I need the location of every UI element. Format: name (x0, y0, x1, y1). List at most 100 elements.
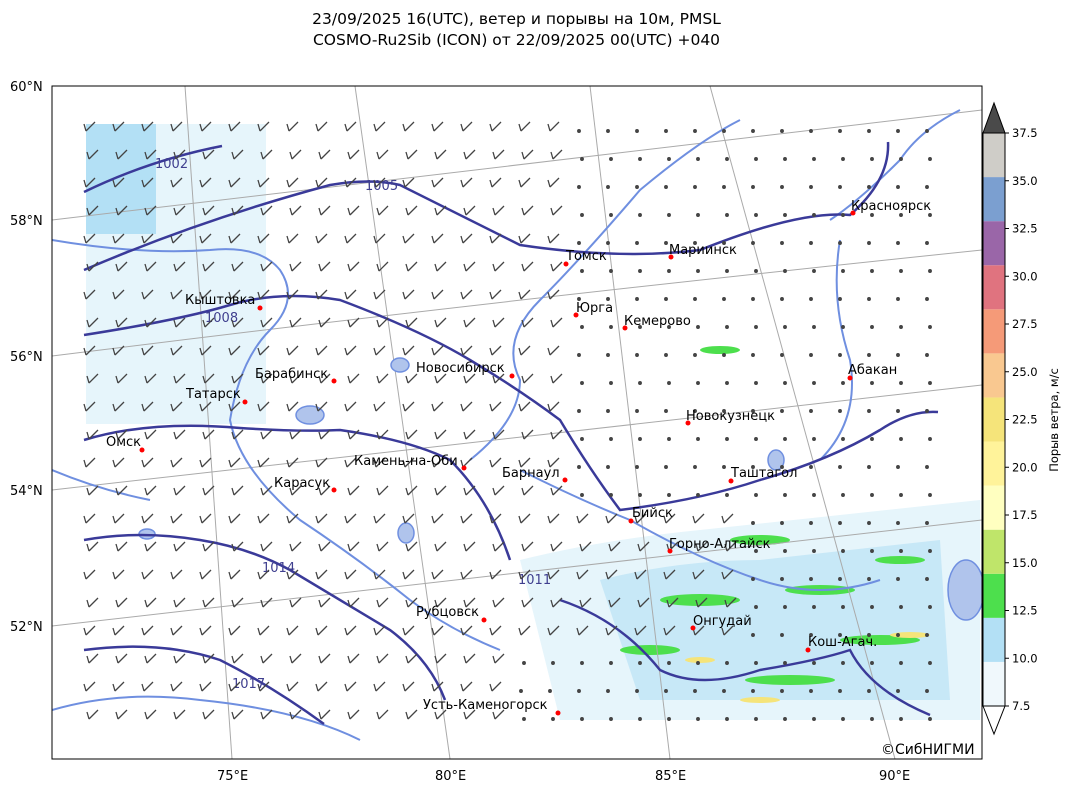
wind-barb (376, 317, 389, 328)
calm-wind-dot (606, 689, 610, 693)
colorbar-segment (983, 397, 1005, 442)
city-yurga: Юрга (576, 301, 613, 316)
wind-barb (286, 401, 299, 412)
calm-wind-dot (928, 213, 932, 217)
calm-wind-dot (841, 269, 845, 273)
wind-barb (199, 457, 212, 468)
calm-wind-dot (783, 213, 787, 217)
wind-barb (347, 317, 360, 328)
wind-barb (257, 233, 270, 244)
city-tomsk: Томск (565, 249, 607, 264)
wind-barb (289, 261, 302, 272)
wind-barb (376, 653, 389, 664)
wind-barb (402, 401, 415, 412)
calm-wind-dot (925, 129, 929, 133)
wind-barb (376, 205, 389, 216)
wind-barb (521, 149, 534, 160)
wind-barb (115, 709, 128, 720)
city-tatarsk: Татарск (185, 387, 241, 402)
calm-wind-dot (809, 353, 813, 357)
lon-label: 80°E (435, 769, 466, 784)
calm-wind-dot (870, 605, 874, 609)
wind-barb (144, 485, 157, 496)
wind-barb (402, 625, 415, 636)
wind-barb (547, 289, 560, 300)
calm-wind-dot (867, 689, 871, 693)
wind-barb (83, 457, 96, 468)
calm-wind-dot (899, 269, 903, 273)
wind-barb (692, 569, 705, 580)
city-ust-kamenogorsk: Усть-Каменогорск (423, 698, 548, 713)
calm-wind-dot (841, 213, 845, 217)
calm-wind-dot (896, 409, 900, 413)
calm-wind-dot (838, 353, 842, 357)
wind-barb (112, 681, 125, 692)
calm-wind-dot (722, 465, 726, 469)
calm-wind-dot (722, 129, 726, 133)
wind-barb (489, 513, 502, 524)
wind-barb (318, 261, 331, 272)
wind-barb (460, 457, 473, 468)
wind-barb (289, 653, 302, 664)
wind-barb (86, 541, 99, 552)
calm-wind-dot (812, 605, 816, 609)
wind-barb (315, 569, 328, 580)
calm-wind-dot (754, 269, 758, 273)
wind-barb (83, 345, 96, 356)
wind-barb (199, 625, 212, 636)
calm-wind-dot (780, 689, 784, 693)
wind-barb (228, 401, 241, 412)
wind-barb (724, 541, 737, 552)
wind-barb (315, 345, 328, 356)
wind-barb (173, 541, 186, 552)
wind-barb (347, 541, 360, 552)
calm-wind-dot (751, 129, 755, 133)
wind-barb (286, 233, 299, 244)
wind-barb (228, 513, 241, 524)
calm-wind-dot (809, 521, 813, 525)
wind-barb (550, 597, 563, 608)
wind-barb (173, 597, 186, 608)
calm-wind-dot (783, 157, 787, 161)
colorbar-segment (983, 485, 1005, 530)
calm-wind-dot (664, 465, 668, 469)
wind-barb (463, 597, 476, 608)
calm-wind-dot (577, 465, 581, 469)
calm-wind-dot (838, 185, 842, 189)
wind-barb (83, 177, 96, 188)
wind-barb (286, 681, 299, 692)
calm-wind-dot (809, 129, 813, 133)
wind-barb (431, 121, 444, 132)
wind-barb (579, 597, 592, 608)
wind-barb (115, 597, 128, 608)
wind-barb (376, 709, 389, 720)
calm-wind-dot (867, 465, 871, 469)
wind-barb (489, 233, 502, 244)
colorbar-segment (983, 661, 1005, 706)
wind-barb (550, 373, 563, 384)
wind-barb (373, 513, 386, 524)
wind-barb (721, 625, 734, 636)
calm-wind-dot (841, 661, 845, 665)
calm-wind-dot (606, 353, 610, 357)
wind-barb (547, 401, 560, 412)
wind-barb (257, 177, 270, 188)
wind-barb (199, 513, 212, 524)
calm-wind-dot (925, 353, 929, 357)
calm-wind-dot (580, 213, 584, 217)
calm-wind-dot (928, 661, 932, 665)
wind-barb (402, 457, 415, 468)
wind-barb (431, 345, 444, 356)
wind-barb (344, 625, 357, 636)
wind-barb (86, 373, 99, 384)
wind-barb (663, 513, 676, 524)
calm-wind-dot (696, 157, 700, 161)
wind-barb (695, 541, 708, 552)
wind-barb (231, 373, 244, 384)
wind-barb (170, 569, 183, 580)
wind-barb (286, 513, 299, 524)
calm-wind-dot (809, 577, 813, 581)
calm-wind-dot (725, 437, 729, 441)
wind-barb (202, 429, 215, 440)
wind-barb (170, 177, 183, 188)
